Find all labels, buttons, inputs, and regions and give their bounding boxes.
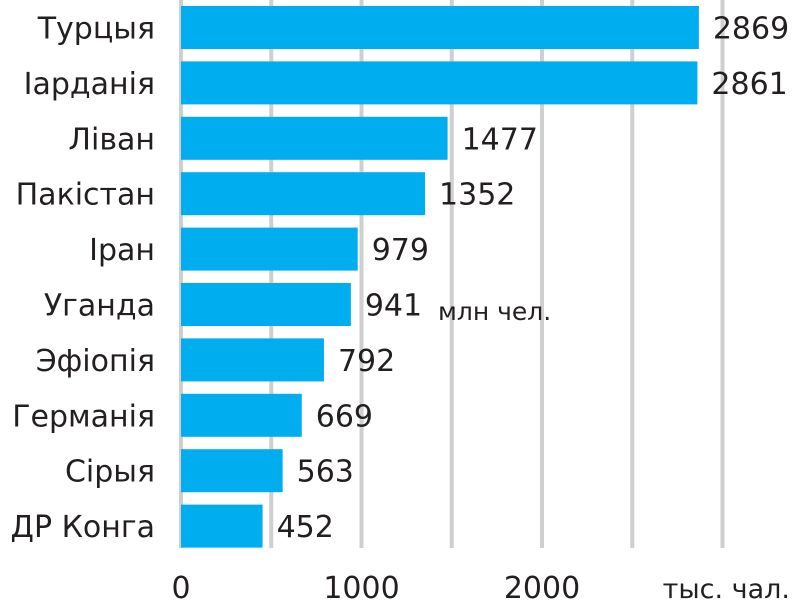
x-tick-label: 1000 <box>323 571 399 606</box>
bar-layer <box>181 6 699 548</box>
bar <box>181 504 263 548</box>
label-layer: Турцыя 2869 Іарданія 2861 Ліван 1477 Пакістан 1… <box>11 12 790 546</box>
category-label: Турцыя <box>37 12 155 47</box>
value-label: 2861 <box>711 67 787 102</box>
x-axis: 0 1000 2000 <box>171 571 580 606</box>
category-label: Іран <box>89 233 155 268</box>
value-label: 452 <box>277 510 334 545</box>
x-axis-unit-label: тыс. чал. <box>663 574 790 605</box>
value-label: 941 <box>365 289 422 324</box>
category-label: Германія <box>12 399 155 434</box>
bar <box>181 227 358 271</box>
value-label: 979 <box>372 233 429 268</box>
bar <box>181 172 426 216</box>
category-label: Сірыя <box>65 455 155 490</box>
category-label: Пакістан <box>16 178 155 213</box>
bar <box>181 338 324 382</box>
category-label: Іарданія <box>24 67 155 102</box>
bar <box>181 6 699 49</box>
category-label: Эфіопія <box>36 344 155 379</box>
bar <box>181 61 698 105</box>
category-label: Ліван <box>68 122 155 157</box>
bar <box>181 116 448 160</box>
value-label: 563 <box>297 455 354 490</box>
x-tick-label: 0 <box>171 571 190 606</box>
x-tick-label: 2000 <box>504 571 580 606</box>
bar <box>181 393 302 437</box>
category-label: Уганда <box>44 289 155 324</box>
value-label: 2869 <box>713 12 789 47</box>
annotation-label: млн чел. <box>438 297 551 326</box>
category-label: ДР Конга <box>11 510 155 545</box>
bar <box>181 449 283 493</box>
value-label: 1352 <box>439 178 515 213</box>
value-label: 792 <box>338 344 395 379</box>
bar <box>181 283 351 326</box>
value-label: 669 <box>316 399 373 434</box>
value-label: 1477 <box>462 122 538 157</box>
